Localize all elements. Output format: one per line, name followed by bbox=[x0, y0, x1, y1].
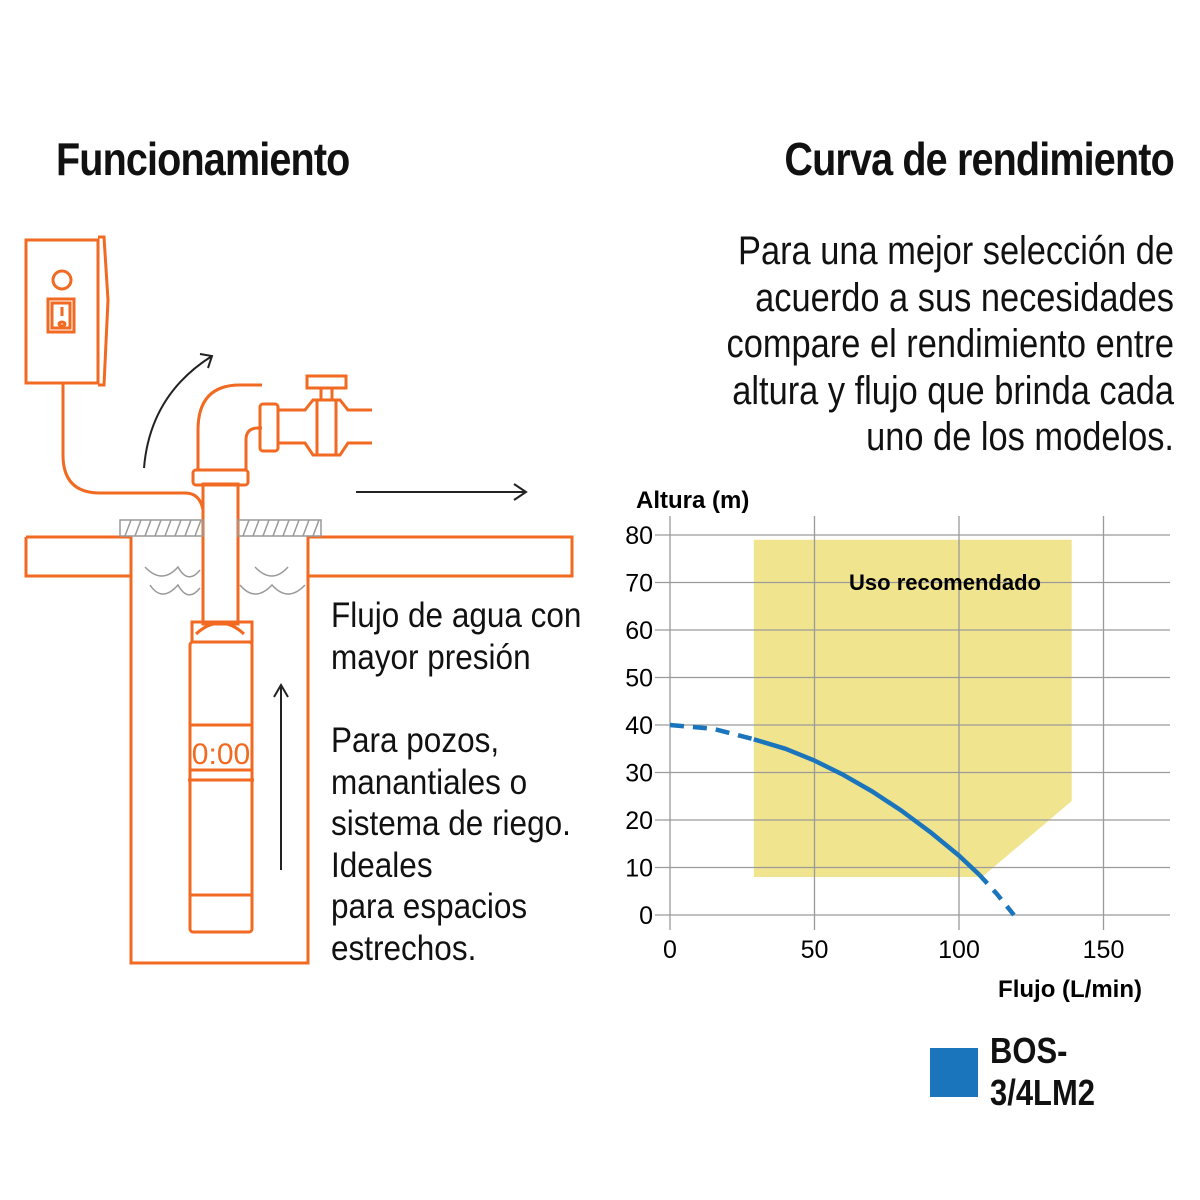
cable bbox=[61, 383, 205, 511]
text-line: para espacios bbox=[331, 887, 528, 926]
pump-illustration: 0:00 bbox=[24, 235, 574, 965]
section-title-funcionamiento: Funcionamiento bbox=[56, 133, 350, 185]
intro-line: Para una mejor selección de bbox=[738, 229, 1174, 273]
y-tick-label: 10 bbox=[625, 855, 653, 883]
performance-chart: 0 10 20 30 40 50 60 70 80 0 50 100 150 Altura (m) Fl… bbox=[625, 487, 1170, 1003]
y-tick-label: 70 bbox=[625, 570, 653, 598]
flow-description: Flujo de agua con mayor presión bbox=[331, 595, 581, 678]
recommended-region bbox=[753, 539, 1072, 877]
y-axis-label: Altura (m) bbox=[636, 487, 749, 514]
region-label: Uso recomendado bbox=[849, 570, 1041, 595]
section-title-curva: Curva de rendimiento bbox=[784, 133, 1175, 185]
pump-icon bbox=[188, 620, 254, 934]
y-tick-label: 60 bbox=[625, 617, 653, 645]
x-tick-label: 50 bbox=[801, 936, 829, 964]
text-line: manantiales o bbox=[331, 762, 528, 802]
y-tick-label: 40 bbox=[625, 712, 653, 740]
text-line: estrechos. bbox=[331, 928, 477, 968]
arrow-right-icon bbox=[356, 483, 528, 501]
text-line: Ideales bbox=[331, 845, 433, 885]
x-axis-label: Flujo (L/min) bbox=[998, 976, 1142, 1003]
curve-solid bbox=[753, 737, 981, 877]
intro-text: Para una mejor selección de acuerdo a su… bbox=[692, 228, 1174, 461]
text-line: Flujo de agua con bbox=[331, 596, 582, 635]
y-tick-label: 0 bbox=[639, 902, 653, 930]
use-description: Para pozos, manantiales o sistema de rie… bbox=[331, 720, 571, 969]
legend: BOS-3/4LM2 bbox=[930, 1030, 1200, 1114]
intro-line: altura y flujo que brinda cada bbox=[732, 368, 1174, 413]
y-tick-label: 50 bbox=[625, 665, 653, 693]
legend-swatch bbox=[930, 1047, 979, 1097]
x-tick-label: 150 bbox=[1083, 936, 1125, 964]
intro-line: compare el rendimiento entre bbox=[726, 322, 1174, 366]
text-line: sistema de riego. bbox=[331, 804, 571, 843]
text-line: Para pozos, bbox=[331, 721, 500, 760]
arrow-up-curve-icon bbox=[143, 353, 214, 469]
curve-dashed-end bbox=[977, 873, 1016, 917]
x-tick-label: 100 bbox=[938, 936, 980, 964]
intro-line: acuerdo a sus necesidades bbox=[755, 275, 1174, 320]
curve-dashed-start bbox=[669, 722, 755, 742]
y-tick-label: 80 bbox=[625, 522, 653, 550]
text-line: mayor presión bbox=[331, 637, 531, 677]
pump-display: 0:00 bbox=[192, 738, 250, 771]
x-tick-label: 0 bbox=[663, 936, 677, 964]
control-box-icon bbox=[24, 235, 110, 387]
arrow-up-icon bbox=[273, 683, 289, 870]
intro-line: uno de los modelos. bbox=[866, 415, 1174, 459]
legend-label: BOS-3/4LM2 bbox=[990, 1030, 1096, 1113]
y-tick-label: 30 bbox=[625, 760, 653, 788]
y-tick-label: 20 bbox=[625, 807, 653, 835]
